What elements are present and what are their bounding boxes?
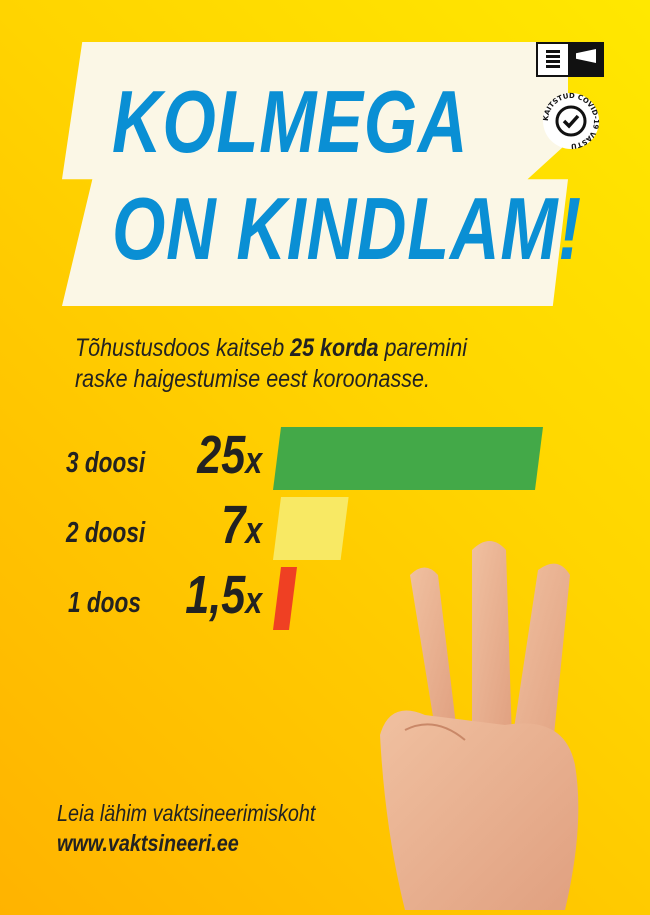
- subtitle-post: paremini: [378, 334, 468, 362]
- subtitle-bold: 25 korda: [290, 334, 379, 362]
- subtitle: Tõhustusdoos kaitseb 25 korda paremini r…: [75, 333, 467, 395]
- bar-2-dose: [273, 497, 349, 560]
- website-link[interactable]: www.vaktsineeri.ee: [57, 830, 239, 856]
- value-unit: x: [245, 580, 262, 622]
- dose-label: 1 doos: [68, 587, 141, 619]
- dose-label: 2 doosi: [66, 517, 146, 549]
- value-label: 1,5x: [185, 565, 262, 631]
- value-label: 7x: [221, 495, 262, 561]
- subtitle-line2: raske haigestumise eest koroonasse.: [75, 365, 430, 393]
- dose-label: 3 doosi: [66, 447, 146, 479]
- covid-protected-badge-icon: KAITSTUD COVID-19 VASTU: [542, 92, 600, 150]
- headline-line1: KOLMEGA: [112, 72, 469, 171]
- value-unit: x: [245, 510, 262, 552]
- headline-banner: [62, 42, 568, 306]
- government-logo: [536, 42, 604, 77]
- value-label: 25x: [197, 425, 262, 491]
- value-number: 25: [197, 425, 246, 485]
- bar-3-dose: [273, 427, 543, 490]
- hand-three-fingers-image: [380, 541, 579, 910]
- subtitle-pre: Tõhustusdoos kaitseb: [75, 334, 291, 362]
- value-unit: x: [245, 440, 262, 482]
- bar-1-dose: [273, 567, 297, 630]
- footer-text: Leia lähim vaktsineerimiskoht: [57, 800, 316, 826]
- headline-line2: ON KINDLAM!: [112, 179, 582, 278]
- value-number: 7: [221, 495, 246, 555]
- value-number: 1,5: [185, 565, 246, 625]
